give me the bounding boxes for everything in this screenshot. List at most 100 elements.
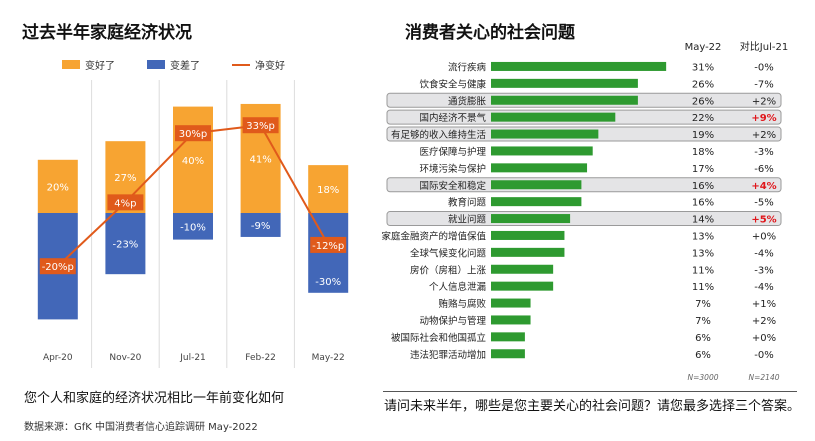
issue-bar — [491, 78, 638, 88]
issue-label: 家庭金融资产的增值保值 — [381, 230, 486, 242]
bar-better — [173, 106, 213, 213]
issue-value: 19% — [692, 130, 714, 141]
issue-value: 7% — [695, 299, 711, 310]
issue-label: 环境污染与保护 — [419, 163, 486, 175]
issue-bar — [491, 315, 531, 325]
bar-worse — [240, 213, 281, 237]
issue-value: 7% — [695, 316, 711, 327]
column-header-current: May-22 — [685, 42, 722, 53]
right-question: 请问未来半年，哪些是您主要关心的社会问题？请您最多选择三个答案。 — [384, 399, 801, 414]
issue-label: 通货膨胀 — [448, 95, 487, 107]
data-source: 数据来源：GfK 中国消费者信心追踪调研 May-2022 — [24, 422, 258, 433]
issue-label: 贿赂与腐败 — [438, 298, 486, 310]
issue-bar — [491, 197, 582, 207]
n-change: N=2140 — [749, 373, 780, 382]
issue-label: 流行疾病 — [448, 61, 487, 73]
issue-label: 就业问题 — [448, 214, 487, 226]
issue-change: +4% — [751, 181, 776, 192]
x-tick-label: Apr-20 — [43, 353, 73, 363]
issue-bar — [491, 247, 565, 257]
net-marker — [39, 258, 76, 275]
issue-label: 违法犯罪活动增加 — [410, 349, 486, 361]
issue-label: 国内经济不景气 — [419, 112, 486, 124]
issue-label: 教育问题 — [448, 197, 487, 209]
issue-bar — [491, 230, 565, 240]
issue-label: 动物保护与管理 — [419, 315, 486, 327]
issue-change: -7% — [754, 79, 773, 90]
left-question: 您个人和家庭的经济状况相比一年前变化如何 — [24, 391, 285, 406]
issue-change: +2% — [752, 96, 776, 107]
issue-value: 22% — [692, 113, 714, 124]
right-chart-title: 消费者关心的社会问题 — [405, 23, 575, 43]
row-highlight — [386, 211, 782, 227]
net-marker — [175, 125, 211, 142]
issue-bar — [491, 61, 667, 71]
issue-label: 有足够的收入维持生活 — [391, 129, 487, 141]
issue-value: 6% — [695, 333, 711, 344]
label-worse: -10% — [180, 222, 206, 233]
issue-label: 全球气候变化问题 — [410, 247, 487, 259]
issue-change: +2% — [752, 130, 776, 141]
issue-value: 17% — [692, 164, 714, 175]
issue-change: -5% — [754, 198, 773, 209]
n-current: N=3000 — [688, 373, 719, 382]
issue-bar — [491, 95, 638, 105]
issue-label: 国际安全和稳定 — [419, 180, 486, 192]
issue-value: 26% — [692, 96, 714, 107]
issue-value: 31% — [692, 62, 714, 73]
issue-bar — [491, 298, 531, 308]
x-tick-label: Jul-21 — [179, 353, 206, 363]
label-better: 18% — [317, 185, 339, 196]
issue-change: +0% — [752, 231, 776, 242]
issue-label: 医疗保障与护理 — [419, 146, 486, 158]
issue-value: 13% — [692, 248, 714, 259]
issue-change: -3% — [754, 265, 773, 276]
issue-bar — [491, 163, 588, 173]
x-tick-label: Nov-20 — [109, 353, 141, 363]
legend-label-1: 变差了 — [170, 59, 200, 72]
issue-change: +9% — [751, 113, 776, 124]
legend-label-0: 变好了 — [85, 59, 115, 72]
right-separator — [383, 391, 797, 392]
x-tick-label: May-22 — [312, 353, 345, 363]
issue-value: 11% — [692, 265, 714, 276]
issue-value: 16% — [692, 198, 714, 209]
net-label: 4%p — [114, 198, 136, 209]
issue-value: 6% — [695, 350, 711, 361]
issue-change: +5% — [751, 215, 776, 226]
issue-value: 11% — [692, 282, 714, 293]
issue-bar — [491, 146, 593, 156]
issue-bar — [491, 332, 525, 342]
bar-better — [37, 159, 78, 213]
row-highlight — [386, 177, 782, 193]
legend-label-2: 净变好 — [255, 59, 285, 72]
net-marker — [310, 236, 347, 253]
left-chart-title: 过去半年家庭经济状况 — [22, 23, 192, 43]
issue-change: -4% — [754, 248, 773, 259]
issue-bar — [491, 349, 525, 359]
net-label: -20%p — [42, 262, 74, 273]
issue-bar — [491, 180, 582, 190]
x-tick-label: Feb-22 — [245, 353, 276, 363]
bar-worse — [105, 213, 146, 275]
issue-label: 饮食安全与健康 — [419, 78, 486, 90]
label-worse: -30% — [315, 277, 341, 288]
issue-bar — [491, 214, 571, 224]
label-better: 41% — [249, 154, 271, 165]
issue-change: -6% — [754, 164, 773, 175]
net-marker — [242, 117, 279, 134]
issue-bar — [491, 112, 616, 122]
column-header-change: 对比Jul-21 — [740, 40, 788, 53]
issue-value: 26% — [692, 79, 714, 90]
issue-change: +2% — [752, 316, 776, 327]
issue-value: 14% — [692, 215, 714, 226]
issue-change: -0% — [754, 62, 773, 73]
issue-bar — [491, 129, 599, 139]
issue-label: 个人信息泄漏 — [429, 281, 486, 293]
issue-change: -4% — [754, 282, 773, 293]
issue-change: -3% — [754, 147, 773, 158]
bar-better — [308, 165, 349, 213]
issue-label: 房价（房租）上涨 — [410, 264, 487, 276]
label-better: 20% — [47, 182, 69, 193]
